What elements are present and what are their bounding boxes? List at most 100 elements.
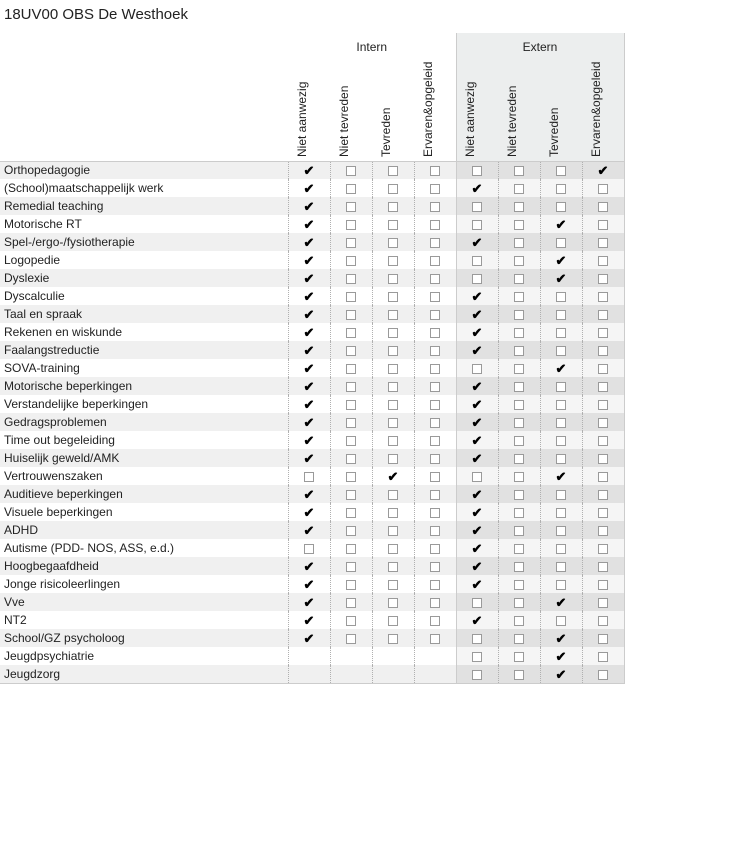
checkbox-empty-icon xyxy=(556,166,566,176)
checkbox-empty-icon xyxy=(430,616,440,626)
checkbox-empty-icon xyxy=(430,364,440,374)
col-header: Ervaren&opgeleid xyxy=(414,61,456,161)
table-row: Autisme (PDD- NOS, ASS, e.d.)✔ xyxy=(0,539,624,557)
matrix-cell: ✔ xyxy=(372,467,414,485)
checkbox-empty-icon xyxy=(514,436,524,446)
matrix-cell: ✔ xyxy=(288,269,330,287)
checkbox-empty-icon xyxy=(514,346,524,356)
table-row: Faalangstreductie✔✔ xyxy=(0,341,624,359)
check-icon: ✔ xyxy=(303,327,315,339)
row-label: Jeugdpsychiatrie xyxy=(0,647,288,665)
matrix-cell xyxy=(456,215,498,233)
matrix-cell xyxy=(582,197,624,215)
checkbox-empty-icon xyxy=(556,526,566,536)
matrix-cell: ✔ xyxy=(540,251,582,269)
table-row: Verstandelijke beperkingen✔✔ xyxy=(0,395,624,413)
matrix-cell: ✔ xyxy=(288,377,330,395)
check-icon: ✔ xyxy=(471,417,483,429)
checkbox-empty-icon xyxy=(472,220,482,230)
row-label: Verstandelijke beperkingen xyxy=(0,395,288,413)
row-label: Huiselijk geweld/AMK xyxy=(0,449,288,467)
matrix-cell xyxy=(582,233,624,251)
checkbox-empty-icon xyxy=(430,382,440,392)
check-icon: ✔ xyxy=(471,507,483,519)
checkbox-empty-icon xyxy=(556,490,566,500)
table-row: School/GZ psycholoog✔✔ xyxy=(0,629,624,647)
matrix-cell xyxy=(540,233,582,251)
matrix-cell xyxy=(582,251,624,269)
checkbox-empty-icon xyxy=(514,562,524,572)
matrix-cell xyxy=(372,413,414,431)
col-header: Niet tevreden xyxy=(330,61,372,161)
matrix-cell: ✔ xyxy=(456,611,498,629)
matrix-cell: ✔ xyxy=(288,197,330,215)
matrix-cell xyxy=(372,611,414,629)
matrix-cell: ✔ xyxy=(456,395,498,413)
checkbox-empty-icon xyxy=(346,490,356,500)
matrix-cell xyxy=(456,251,498,269)
checkbox-empty-icon xyxy=(598,652,608,662)
checkbox-empty-icon xyxy=(556,400,566,410)
check-icon: ✔ xyxy=(303,507,315,519)
checkbox-empty-icon xyxy=(346,418,356,428)
matrix-cell: ✔ xyxy=(288,557,330,575)
matrix-cell xyxy=(498,269,540,287)
matrix-cell xyxy=(414,359,456,377)
matrix-cell xyxy=(582,485,624,503)
checkbox-empty-icon xyxy=(388,184,398,194)
row-label: Auditieve beperkingen xyxy=(0,485,288,503)
matrix-cell: ✔ xyxy=(540,665,582,683)
matrix-cell xyxy=(582,413,624,431)
checkbox-empty-icon xyxy=(388,346,398,356)
checkbox-empty-icon xyxy=(514,292,524,302)
checkbox-empty-icon xyxy=(598,544,608,554)
check-icon: ✔ xyxy=(303,525,315,537)
check-icon: ✔ xyxy=(303,417,315,429)
table-row: Rekenen en wiskunde✔✔ xyxy=(0,323,624,341)
table-row: Jeugdzorg✔ xyxy=(0,665,624,683)
check-icon: ✔ xyxy=(303,183,315,195)
matrix-cell xyxy=(414,341,456,359)
table-row: Hoogbegaafdheid✔✔ xyxy=(0,557,624,575)
col-header: Ervaren&opgeleid xyxy=(582,61,624,161)
matrix-cell xyxy=(288,467,330,485)
checkbox-empty-icon xyxy=(346,364,356,374)
checkbox-empty-icon xyxy=(514,256,524,266)
matrix-cell xyxy=(582,179,624,197)
checkbox-empty-icon xyxy=(346,508,356,518)
matrix-cell xyxy=(372,647,414,665)
matrix-cell xyxy=(330,665,372,683)
matrix-cell: ✔ xyxy=(288,323,330,341)
checkbox-empty-icon xyxy=(430,418,440,428)
matrix-cell: ✔ xyxy=(456,305,498,323)
matrix-cell xyxy=(498,251,540,269)
matrix-cell xyxy=(582,341,624,359)
matrix-cell xyxy=(414,611,456,629)
row-label: Dyscalculie xyxy=(0,287,288,305)
matrix-cell xyxy=(372,251,414,269)
matrix-cell xyxy=(372,431,414,449)
checkbox-empty-icon xyxy=(598,220,608,230)
matrix-cell xyxy=(372,395,414,413)
matrix-cell xyxy=(456,359,498,377)
matrix-cell xyxy=(456,161,498,179)
matrix-table-wrap: Intern Extern Niet aanwezig Niet tevrede… xyxy=(0,33,625,684)
matrix-cell xyxy=(372,341,414,359)
checkbox-empty-icon xyxy=(514,418,524,428)
checkbox-empty-icon xyxy=(514,490,524,500)
matrix-cell xyxy=(582,449,624,467)
checkbox-empty-icon xyxy=(598,274,608,284)
check-icon: ✔ xyxy=(303,363,315,375)
table-row: Remedial teaching✔ xyxy=(0,197,624,215)
matrix-cell xyxy=(582,629,624,647)
checkbox-empty-icon xyxy=(472,202,482,212)
row-label: SOVA-training xyxy=(0,359,288,377)
table-row: (School)maatschappelijk werk✔✔ xyxy=(0,179,624,197)
table-row: Dyslexie✔✔ xyxy=(0,269,624,287)
matrix-cell xyxy=(330,647,372,665)
check-icon: ✔ xyxy=(303,291,315,303)
checkbox-empty-icon xyxy=(598,508,608,518)
matrix-cell: ✔ xyxy=(288,503,330,521)
check-icon: ✔ xyxy=(303,435,315,447)
checkbox-empty-icon xyxy=(514,670,524,680)
